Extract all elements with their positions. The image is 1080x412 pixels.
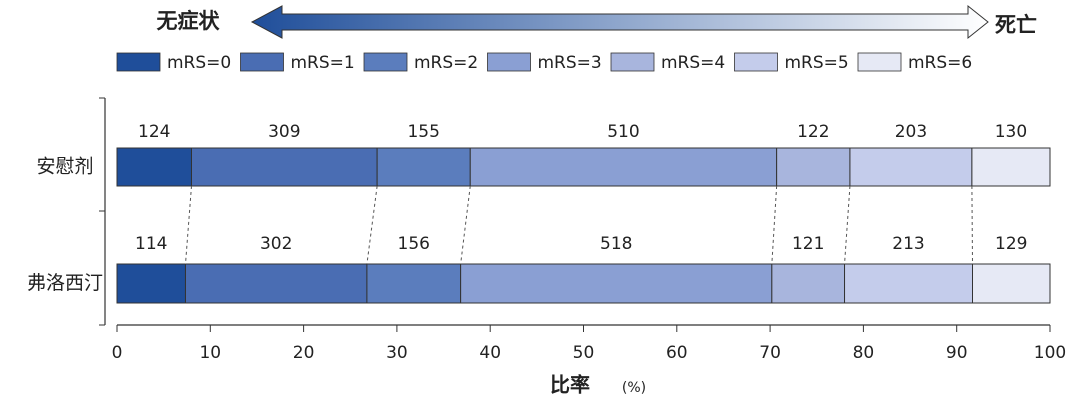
legend-swatch xyxy=(487,52,531,72)
data-label: 122 xyxy=(797,122,829,142)
legend-swatch xyxy=(363,52,408,72)
bar-segment xyxy=(849,147,973,187)
data-label: 121 xyxy=(792,234,824,254)
data-label: 156 xyxy=(398,234,430,254)
bar-segment xyxy=(376,147,471,187)
legend-label: mRS=3 xyxy=(538,53,602,73)
legend-swatch xyxy=(610,52,655,72)
data-label: 129 xyxy=(995,234,1027,254)
legend-swatch xyxy=(734,52,778,72)
connector xyxy=(460,185,471,265)
x-tick-label: 30 xyxy=(386,343,408,363)
bar-segment xyxy=(460,263,773,304)
legend-label: mRS=0 xyxy=(167,53,231,73)
category-label: 弗洛西汀 xyxy=(27,272,103,294)
legend-label: mRS=2 xyxy=(414,53,478,73)
bar-segment xyxy=(972,263,1051,304)
bar-segment xyxy=(184,263,368,304)
legend-label: mRS=6 xyxy=(908,53,972,73)
x-axis-title: 比率 xyxy=(550,373,590,397)
x-tick-label: 70 xyxy=(759,343,781,363)
legend-label: mRS=1 xyxy=(291,53,355,73)
x-tick-label: 60 xyxy=(666,343,688,363)
data-label: 213 xyxy=(892,234,924,254)
x-tick-label: 80 xyxy=(853,343,875,363)
x-tick-label: 40 xyxy=(479,343,501,363)
legend-swatch xyxy=(857,52,902,72)
bar-segment xyxy=(771,263,846,304)
legend-label: mRS=4 xyxy=(661,53,725,73)
connector xyxy=(366,185,378,265)
legend-swatch xyxy=(240,52,284,72)
annotation: 无症状 xyxy=(157,9,221,33)
connector xyxy=(844,185,851,265)
legend-swatch xyxy=(116,52,161,72)
bar-segment xyxy=(366,263,462,304)
data-label: 155 xyxy=(407,122,439,142)
data-label: 510 xyxy=(607,122,639,142)
bar-segment xyxy=(844,263,974,304)
x-tick-label: 100 xyxy=(1034,343,1066,363)
bar-segment xyxy=(116,147,192,187)
x-tick-label: 10 xyxy=(199,343,221,363)
bar-segment xyxy=(190,147,378,187)
data-label: 203 xyxy=(895,122,927,142)
connector xyxy=(771,185,778,265)
x-tick-label: 50 xyxy=(573,343,595,363)
bar-segment xyxy=(469,147,778,187)
x-tick-label: 0 xyxy=(112,343,123,363)
data-label: 114 xyxy=(135,234,167,254)
data-label: 309 xyxy=(268,122,300,142)
connector xyxy=(971,185,974,265)
bar-segment xyxy=(116,263,186,304)
data-label: 518 xyxy=(600,234,632,254)
x-axis-unit: (%) xyxy=(622,380,646,396)
x-tick-label: 90 xyxy=(946,343,968,363)
legend-label: mRS=5 xyxy=(785,53,849,73)
data-label: 124 xyxy=(138,122,170,142)
bar-segment xyxy=(971,147,1051,187)
connector xyxy=(184,185,192,265)
x-tick-label: 20 xyxy=(293,343,315,363)
category-label: 安慰剂 xyxy=(36,156,93,178)
severity-arrow xyxy=(250,4,989,40)
data-label: 130 xyxy=(995,122,1027,142)
annotation: 死亡 xyxy=(995,13,1037,37)
data-label: 302 xyxy=(260,234,292,254)
bar-segment xyxy=(776,147,851,187)
